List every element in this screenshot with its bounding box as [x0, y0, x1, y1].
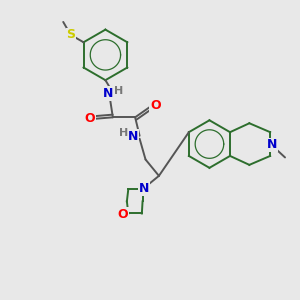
Text: S: S [66, 28, 75, 41]
Text: N: N [128, 130, 138, 143]
Text: N: N [103, 87, 113, 100]
Text: N: N [267, 138, 278, 151]
Text: H: H [118, 128, 128, 138]
Text: O: O [150, 99, 161, 112]
Text: O: O [118, 208, 128, 220]
Text: H: H [114, 85, 123, 96]
Text: O: O [84, 112, 95, 125]
Text: N: N [139, 182, 149, 195]
